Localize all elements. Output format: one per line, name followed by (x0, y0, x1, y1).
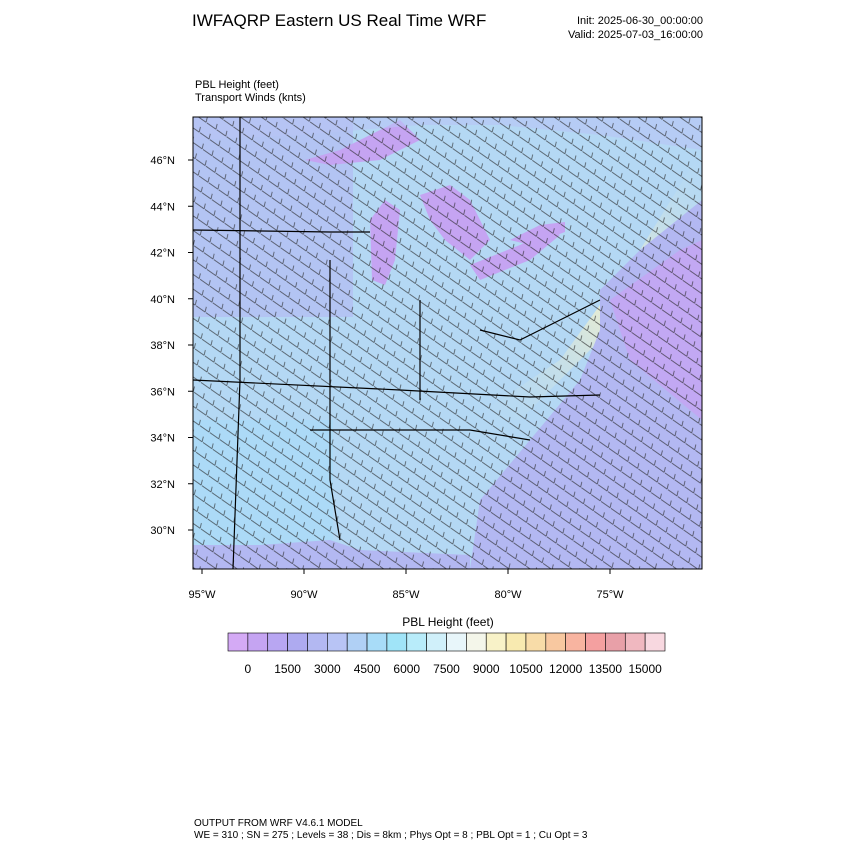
colorbar-tick-label: 15000 (628, 662, 662, 676)
colorbar-box (267, 632, 288, 652)
colorbar-box (545, 632, 566, 652)
map-frame (192, 116, 703, 570)
lat-label: 46°N (150, 155, 175, 167)
colorbar-box (525, 632, 547, 652)
colorbar-tick-label: 6000 (393, 662, 420, 676)
colorbar-box (505, 632, 527, 652)
vector-field-label: Transport Winds (knts) (195, 92, 306, 104)
colorbar-box (287, 632, 308, 652)
colorbar-box (585, 632, 606, 652)
colorbar-box (366, 632, 388, 652)
lon-label: 95°W (188, 589, 216, 601)
init-time: Init: 2025-06-30_00:00:00 (577, 15, 703, 27)
colorbar-box (644, 632, 666, 652)
colorbar-box (466, 632, 487, 652)
lat-label: 30°N (150, 525, 175, 537)
colorbar-box (247, 632, 269, 652)
colorbar-box (406, 632, 427, 652)
colorbar-box (327, 632, 348, 652)
colorbar-box (346, 632, 368, 652)
lon-label: 75°W (596, 589, 624, 601)
footer-line: OUTPUT FROM WRF V4.6.1 MODEL (194, 818, 363, 829)
footer-line: WE = 310 ; SN = 275 ; Levels = 38 ; Dis … (194, 830, 588, 841)
colorbar-box (446, 632, 467, 652)
lat-axis: 46°N 44°N 42°N 40°N 38°N 36°N 34°N 32°N 30°N (150, 155, 193, 537)
map (193, 117, 702, 569)
colorbar-box (386, 632, 408, 652)
lat-label: 32°N (150, 479, 175, 491)
colorbar-tick-label: 12000 (549, 662, 583, 676)
shaded-field-label: PBL Height (feet) (195, 79, 279, 91)
colorbar-tick-label: 13500 (589, 662, 623, 676)
lon-label: 80°W (494, 589, 522, 601)
colorbar-tick-label: 3000 (314, 662, 341, 676)
lat-label: 34°N (150, 433, 175, 445)
colorbar-box (485, 632, 507, 652)
valid-time: Valid: 2025-07-03_16:00:00 (568, 29, 703, 41)
colorbar-tick-label: 1500 (274, 662, 301, 676)
lat-label: 42°N (150, 248, 175, 260)
colorbar-tick-label: 9000 (473, 662, 500, 676)
lat-label: 40°N (150, 294, 175, 306)
colorbar-box (426, 632, 447, 652)
title: IWFAQRP Eastern US Real Time WRF (192, 11, 486, 30)
lon-label: 90°W (290, 589, 318, 601)
colorbar-box (307, 632, 328, 652)
colorbar-box (227, 632, 249, 652)
colorbar-tick-label: 10500 (509, 662, 543, 676)
lat-label: 36°N (150, 386, 175, 398)
colorbar-box (624, 632, 646, 652)
lon-label: 85°W (392, 589, 420, 601)
colorbar-tick-label: 4500 (354, 662, 381, 676)
colorbar: 0 1500 3000 4500 6000 7500 9000 10500 12000 13500… (227, 632, 666, 676)
lat-label: 38°N (150, 340, 175, 352)
lat-label: 44°N (150, 201, 175, 213)
colorbar-tick-label: 7500 (433, 662, 460, 676)
colorbar-box (565, 632, 586, 652)
colorbar-tick-label: 0 (245, 662, 252, 676)
colorbar-title: PBL Height (feet) (402, 615, 494, 629)
colorbar-box (605, 632, 626, 652)
lon-axis: 95°W 90°W 85°W 80°W 75°W (188, 569, 624, 601)
